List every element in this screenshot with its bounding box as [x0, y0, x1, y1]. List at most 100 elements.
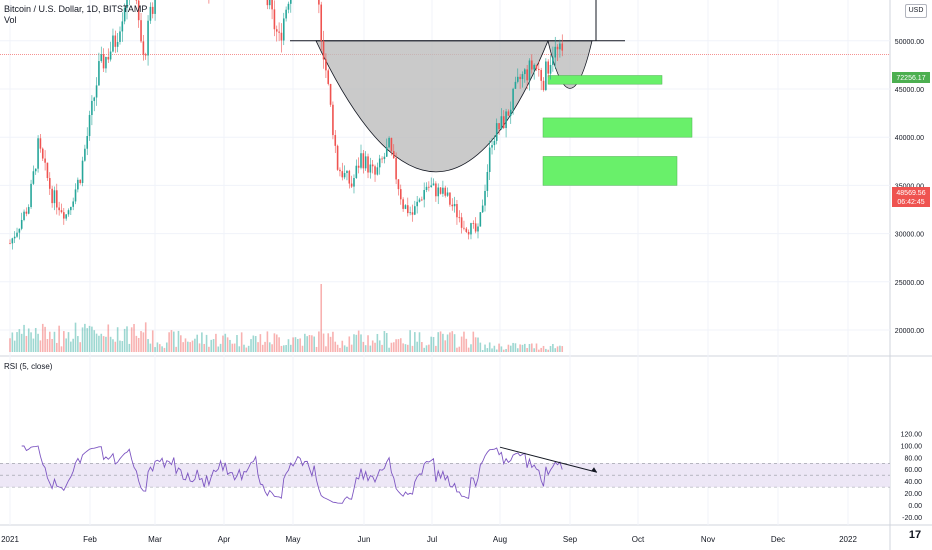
volume-bar	[285, 345, 287, 352]
volume-bar	[112, 339, 114, 352]
candle-body	[51, 188, 53, 204]
candle-body	[346, 170, 348, 174]
volume-bar	[56, 342, 58, 352]
volume-bar	[346, 346, 348, 352]
candle-body	[334, 135, 337, 146]
volume-bar	[451, 331, 454, 352]
volume-bar	[219, 343, 222, 352]
candle-body	[280, 32, 283, 41]
volume-bar	[217, 346, 220, 352]
candle-body	[67, 210, 70, 215]
rsi-pane-label: RSI (5, close)	[4, 362, 53, 371]
volume-bar	[250, 339, 252, 352]
rsi-tick-label: 60.00	[904, 467, 922, 474]
volume-bar	[435, 345, 437, 352]
candle-body	[48, 178, 51, 189]
candle-body	[357, 165, 360, 168]
candle-body	[135, 0, 138, 1]
candle-body	[290, 0, 292, 4]
candle-body	[460, 217, 463, 228]
candle-body	[287, 3, 290, 10]
candle-body	[484, 190, 486, 206]
volume-bar	[273, 333, 276, 352]
price-candles	[9, 0, 564, 250]
candle-body	[538, 68, 540, 70]
candle-body	[147, 20, 149, 56]
candle-body	[371, 164, 374, 167]
volume-bar	[453, 334, 456, 352]
price-tick-label: 40000.00	[895, 135, 924, 142]
volume-bar	[423, 347, 425, 352]
candle-body	[533, 64, 535, 70]
volume-bar	[175, 346, 177, 352]
rsi-tick-label: 40.00	[904, 479, 922, 486]
volume-bar	[376, 333, 379, 352]
volume-bar	[65, 338, 67, 352]
volume-bar	[552, 343, 554, 352]
candle-body	[343, 173, 346, 178]
candle-body	[81, 160, 84, 183]
candle-body	[77, 179, 79, 190]
volume-bar	[149, 343, 152, 352]
volume-bar	[360, 334, 362, 352]
volume-bar	[236, 334, 238, 352]
candle-body	[332, 104, 334, 136]
rsi-tick-label: -20.00	[902, 515, 922, 522]
candle-body	[521, 74, 524, 80]
candle-body	[399, 189, 402, 200]
volume-label: Vol	[4, 15, 17, 25]
candle-body	[491, 145, 493, 148]
candle-body	[559, 43, 561, 50]
time-tick-label: Jun	[358, 535, 371, 544]
volume-bar	[142, 332, 145, 352]
candle-body	[341, 171, 344, 178]
volume-bar	[20, 333, 23, 352]
candle-body	[285, 9, 287, 19]
candle-body	[376, 167, 379, 175]
volume-bar	[484, 344, 486, 352]
candle-body	[416, 201, 418, 207]
volume-bar	[524, 343, 526, 352]
volume-bar	[212, 339, 215, 352]
volume-bar	[493, 345, 496, 352]
candle-body	[404, 205, 407, 209]
volume-bar	[472, 331, 475, 352]
volume-bar	[194, 338, 196, 352]
candle-body	[467, 231, 470, 235]
volume-bar	[514, 343, 517, 352]
candle-body	[144, 54, 147, 56]
volume-bar	[528, 344, 531, 352]
volume-bar	[533, 348, 535, 352]
volume-bar	[133, 324, 135, 352]
candle-body	[63, 212, 65, 219]
candle-body	[411, 212, 414, 215]
candle-body	[278, 31, 280, 33]
support-zone-rect	[542, 156, 678, 186]
volume-bar	[189, 342, 191, 352]
rsi-divergence-trendline	[499, 446, 598, 473]
volume-bar	[247, 345, 250, 352]
volume-bar	[77, 336, 79, 352]
volume-bar	[243, 344, 245, 352]
candle-body	[556, 46, 559, 50]
candle-body	[446, 192, 449, 196]
volume-bar	[126, 326, 128, 352]
rsi-line	[21, 445, 563, 504]
countdown-label: 06:42:45	[897, 199, 924, 206]
target-price-label: 72256.17	[896, 75, 925, 82]
candle-body	[18, 228, 21, 233]
volume-bar	[407, 344, 409, 352]
candle-body	[329, 83, 332, 105]
candle-body	[367, 156, 369, 173]
candle-body	[444, 187, 447, 196]
volume-bar	[378, 340, 381, 352]
volume-bar	[165, 342, 168, 352]
candle-body	[474, 223, 477, 232]
candle-body	[439, 187, 442, 194]
volume-bar	[271, 344, 273, 352]
currency-button[interactable]: USD	[905, 4, 927, 18]
candle-body	[456, 204, 458, 218]
candle-body	[91, 100, 93, 116]
candle-body	[547, 61, 549, 74]
